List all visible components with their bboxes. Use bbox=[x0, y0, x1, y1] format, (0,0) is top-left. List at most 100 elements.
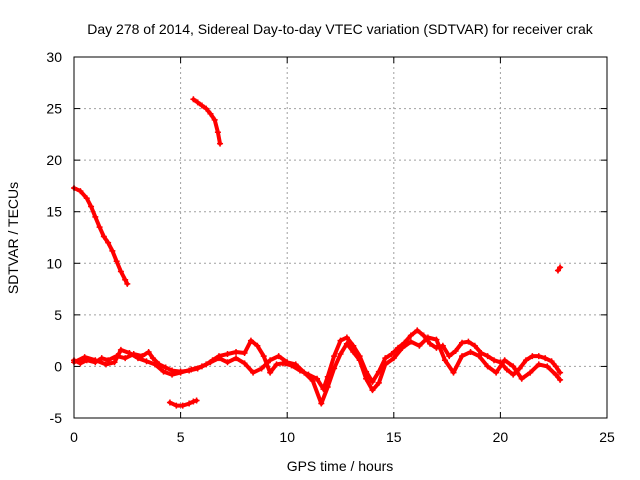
data-point bbox=[471, 342, 478, 349]
data-point bbox=[552, 371, 559, 378]
data-point bbox=[491, 357, 498, 364]
data-point bbox=[522, 357, 529, 364]
data-point bbox=[100, 233, 107, 240]
x-axis-label: GPS time / hours bbox=[287, 458, 394, 474]
data-point bbox=[145, 348, 152, 355]
data-point bbox=[518, 375, 525, 382]
data-point bbox=[414, 327, 421, 334]
data-point bbox=[260, 353, 267, 360]
data-point bbox=[233, 348, 240, 355]
data-point bbox=[433, 336, 440, 343]
data-point bbox=[198, 102, 205, 109]
data-point bbox=[382, 355, 389, 362]
data-point bbox=[126, 350, 133, 357]
data-point bbox=[81, 354, 88, 361]
data-point bbox=[478, 350, 485, 357]
ticks: 0 5 10 15 20 25 -5 0 5 10 15 20 25 30 bbox=[46, 49, 615, 445]
data-point bbox=[314, 375, 321, 382]
data-point bbox=[247, 337, 254, 344]
data-point bbox=[441, 357, 448, 364]
data-point bbox=[152, 361, 159, 368]
data-point bbox=[503, 366, 510, 373]
data-point bbox=[117, 268, 124, 275]
data-point bbox=[369, 387, 376, 394]
data-point bbox=[98, 355, 105, 362]
data-point bbox=[162, 364, 169, 371]
data-point bbox=[113, 258, 120, 265]
data-point bbox=[407, 332, 414, 339]
data-point bbox=[527, 369, 534, 376]
data-point bbox=[452, 347, 459, 354]
data-point bbox=[77, 188, 84, 195]
data-point bbox=[331, 365, 338, 372]
data-point bbox=[510, 363, 517, 370]
data-point bbox=[465, 338, 472, 345]
data-point bbox=[420, 332, 427, 339]
data-point bbox=[343, 340, 350, 347]
x-tick-label: 15 bbox=[386, 429, 402, 445]
data-point bbox=[122, 276, 129, 283]
y-tick-label: 0 bbox=[54, 358, 62, 374]
data-point bbox=[535, 361, 542, 368]
data-point bbox=[331, 353, 338, 360]
data-point bbox=[96, 224, 103, 231]
series-line bbox=[72, 186, 130, 286]
data-point bbox=[186, 400, 193, 407]
data-point bbox=[424, 334, 431, 341]
data-point bbox=[109, 247, 116, 254]
x-tick-label: 20 bbox=[493, 429, 509, 445]
data-point bbox=[143, 358, 150, 365]
data-point bbox=[516, 365, 523, 372]
data-point bbox=[544, 363, 551, 370]
data-point bbox=[350, 342, 357, 349]
data-point bbox=[375, 379, 382, 386]
data-point bbox=[224, 351, 231, 358]
data-point bbox=[292, 361, 299, 368]
data-point bbox=[190, 398, 197, 405]
data-point bbox=[467, 348, 474, 355]
data-point bbox=[83, 195, 90, 202]
data-point bbox=[388, 351, 395, 358]
data-point bbox=[484, 353, 491, 360]
data-point bbox=[134, 355, 141, 362]
y-tick-label: 25 bbox=[46, 101, 62, 117]
data-point bbox=[416, 342, 423, 349]
data-point bbox=[557, 369, 564, 376]
data-point bbox=[557, 376, 564, 383]
data-point bbox=[459, 339, 466, 346]
data-point bbox=[324, 384, 331, 391]
x-tick-label: 25 bbox=[599, 429, 615, 445]
data-point bbox=[427, 340, 434, 347]
data-point bbox=[309, 377, 316, 384]
data-point bbox=[557, 264, 564, 271]
data-point bbox=[241, 350, 248, 357]
data-point bbox=[548, 358, 555, 365]
data-point bbox=[382, 361, 389, 368]
data-point bbox=[214, 129, 221, 136]
data-point bbox=[484, 363, 491, 370]
data-point bbox=[177, 369, 184, 376]
data-point bbox=[211, 116, 218, 123]
x-tick-label: 5 bbox=[177, 429, 185, 445]
data-point bbox=[88, 203, 95, 210]
data-point bbox=[92, 357, 99, 364]
data-layer bbox=[71, 96, 564, 409]
data-point bbox=[102, 361, 109, 368]
data-point bbox=[337, 351, 344, 358]
y-tick-label: 30 bbox=[46, 49, 62, 65]
data-point bbox=[343, 334, 350, 341]
data-point bbox=[493, 369, 500, 376]
series-line bbox=[72, 335, 563, 406]
data-point bbox=[318, 400, 325, 407]
data-point bbox=[190, 96, 197, 103]
data-point bbox=[254, 342, 261, 349]
data-point bbox=[267, 369, 274, 376]
data-point bbox=[529, 353, 536, 360]
data-point bbox=[542, 355, 549, 362]
y-tick-label: 15 bbox=[46, 204, 62, 220]
data-point bbox=[217, 140, 224, 147]
data-point bbox=[267, 357, 274, 364]
data-point bbox=[160, 368, 167, 375]
data-point bbox=[501, 357, 508, 364]
plot-frame bbox=[73, 56, 608, 419]
